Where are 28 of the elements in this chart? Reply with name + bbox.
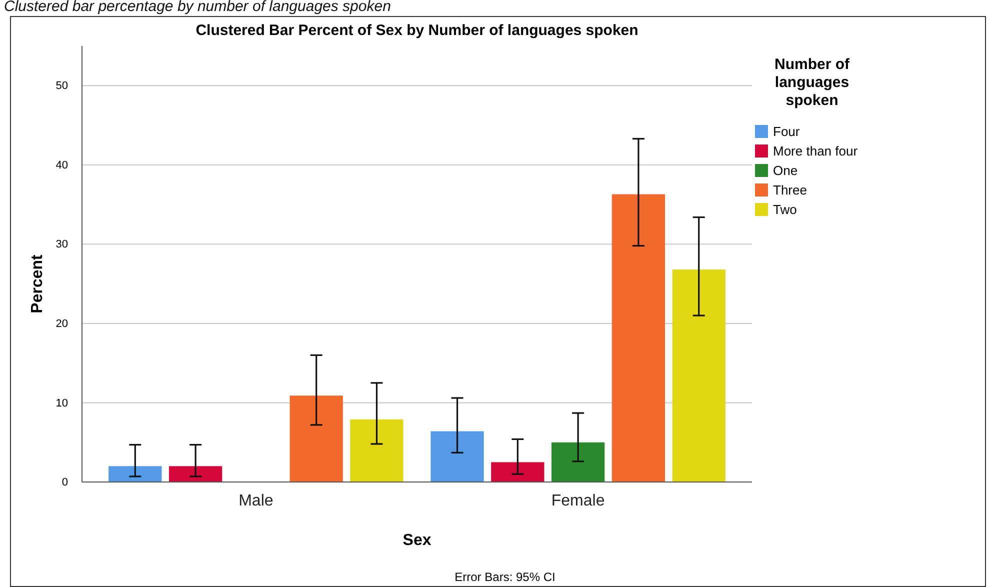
y-tick-label: 0 — [62, 476, 68, 489]
text: Clustered bar percentage by number of languages spoken — [4, 0, 391, 15]
y-tick-label: 40 — [56, 159, 68, 172]
x-tick-label: Male — [238, 492, 274, 510]
y-tick-label: 20 — [56, 318, 68, 330]
bar — [430, 431, 484, 482]
y-tick-label: 10 — [56, 397, 68, 410]
y-tick-label: 30 — [56, 238, 68, 251]
bar — [108, 466, 162, 482]
x-tick-label: Female — [551, 492, 605, 510]
legend-label: Two — [773, 202, 797, 217]
legend-label: Three — [773, 182, 807, 198]
bar — [612, 194, 666, 482]
bar — [168, 466, 222, 482]
bar — [491, 462, 544, 482]
text: Error Bars: 95% CI — [454, 570, 556, 584]
bar — [290, 396, 343, 482]
legend-label: One — [773, 163, 798, 178]
legend-label: Four — [773, 124, 800, 139]
bar — [350, 419, 404, 482]
legend-title: Number of languages spoken — [774, 56, 851, 109]
x-axis-title: Sex — [402, 532, 432, 549]
chart-title: Clustered Bar Percent of Sex by Number of languages spoken — [196, 22, 638, 39]
y-axis-title: Percent — [29, 254, 46, 314]
bar — [672, 270, 726, 482]
legend-label: More than four — [773, 144, 858, 158]
y-tick-label: 50 — [56, 80, 68, 92]
bar — [551, 442, 605, 482]
